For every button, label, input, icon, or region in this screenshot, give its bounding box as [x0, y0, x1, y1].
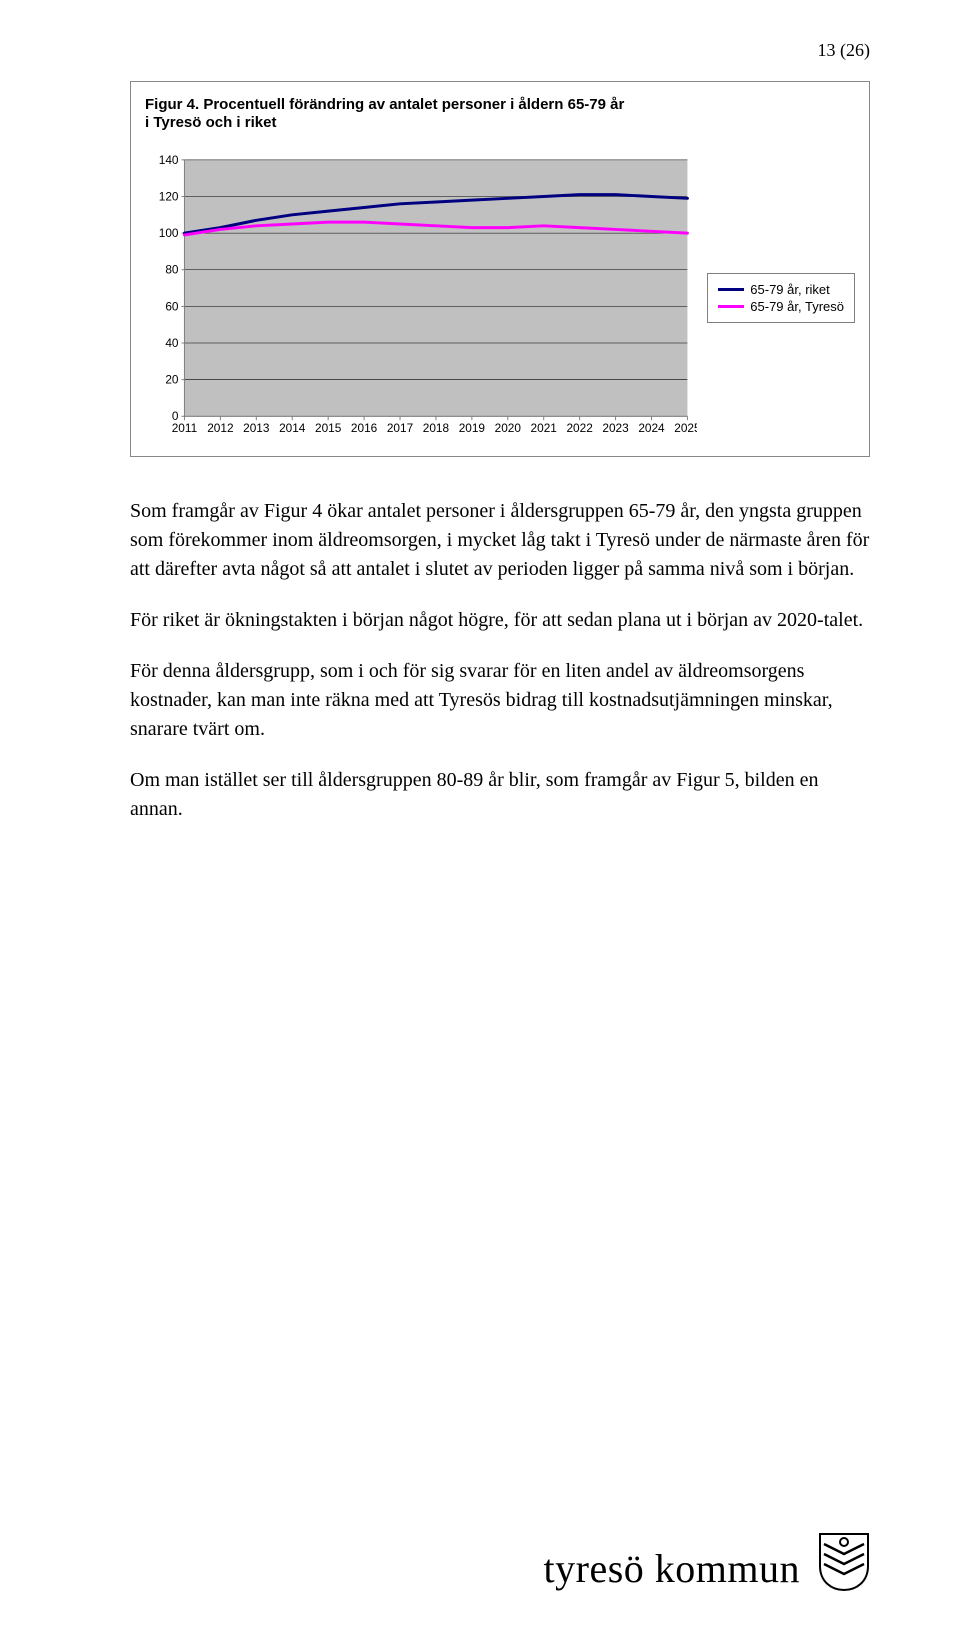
brand-wordmark: tyresö kommun — [544, 1545, 800, 1592]
chart-title-text-b: i Tyresö och i riket — [145, 114, 276, 131]
legend-color-riket — [718, 288, 744, 291]
svg-text:2022: 2022 — [566, 421, 592, 435]
svg-text:2021: 2021 — [531, 421, 557, 435]
chart-area: 0204060801001201402011201220132014201520… — [145, 150, 855, 446]
paragraph-3: För denna åldersgrupp, som i och för sig… — [130, 657, 870, 744]
svg-text:2017: 2017 — [387, 421, 413, 435]
page: 13 (26) Figur 4. Procentuell förändring … — [0, 0, 960, 1626]
svg-text:140: 140 — [159, 153, 179, 167]
svg-text:2018: 2018 — [423, 421, 450, 435]
svg-text:20: 20 — [165, 373, 179, 387]
legend-label-tyreso: 65-79 år, Tyresö — [750, 299, 844, 314]
paragraph-4: Om man istället ser till åldersgruppen 8… — [130, 766, 870, 824]
crest-icon — [818, 1532, 870, 1592]
chart-title-text-a: Procentuell förändring av antalet person… — [203, 96, 624, 113]
chart-card: Figur 4. Procentuell förändring av antal… — [130, 81, 870, 457]
svg-text:2013: 2013 — [243, 421, 270, 435]
svg-text:2023: 2023 — [602, 421, 629, 435]
legend-item-tyreso: 65-79 år, Tyresö — [718, 299, 844, 314]
svg-text:2024: 2024 — [638, 421, 665, 435]
legend-item-riket: 65-79 år, riket — [718, 282, 844, 297]
chart-title-prefix: Figur 4. — [145, 96, 203, 113]
svg-text:100: 100 — [159, 226, 179, 240]
svg-text:120: 120 — [159, 189, 179, 203]
svg-text:60: 60 — [165, 299, 179, 313]
line-chart: 0204060801001201402011201220132014201520… — [145, 150, 697, 446]
legend-color-tyreso — [718, 305, 744, 308]
legend-label-riket: 65-79 år, riket — [750, 282, 830, 297]
svg-text:40: 40 — [165, 336, 179, 350]
page-footer: tyresö kommun — [544, 1532, 870, 1592]
svg-text:80: 80 — [165, 263, 179, 277]
svg-text:2014: 2014 — [279, 421, 306, 435]
svg-text:2025: 2025 — [674, 421, 697, 435]
chart-legend: 65-79 år, riket 65-79 år, Tyresö — [707, 273, 855, 323]
paragraph-1: Som framgår av Figur 4 ökar antalet pers… — [130, 497, 870, 584]
page-number: 13 (26) — [130, 40, 870, 61]
chart-title: Figur 4. Procentuell förändring av antal… — [145, 96, 855, 132]
svg-text:2015: 2015 — [315, 421, 342, 435]
paragraph-2: För riket är ökningstakten i början någo… — [130, 606, 870, 635]
svg-text:2020: 2020 — [495, 421, 522, 435]
svg-text:2019: 2019 — [459, 421, 486, 435]
svg-text:2011: 2011 — [172, 421, 197, 435]
svg-text:2016: 2016 — [351, 421, 378, 435]
svg-text:2012: 2012 — [207, 421, 233, 435]
